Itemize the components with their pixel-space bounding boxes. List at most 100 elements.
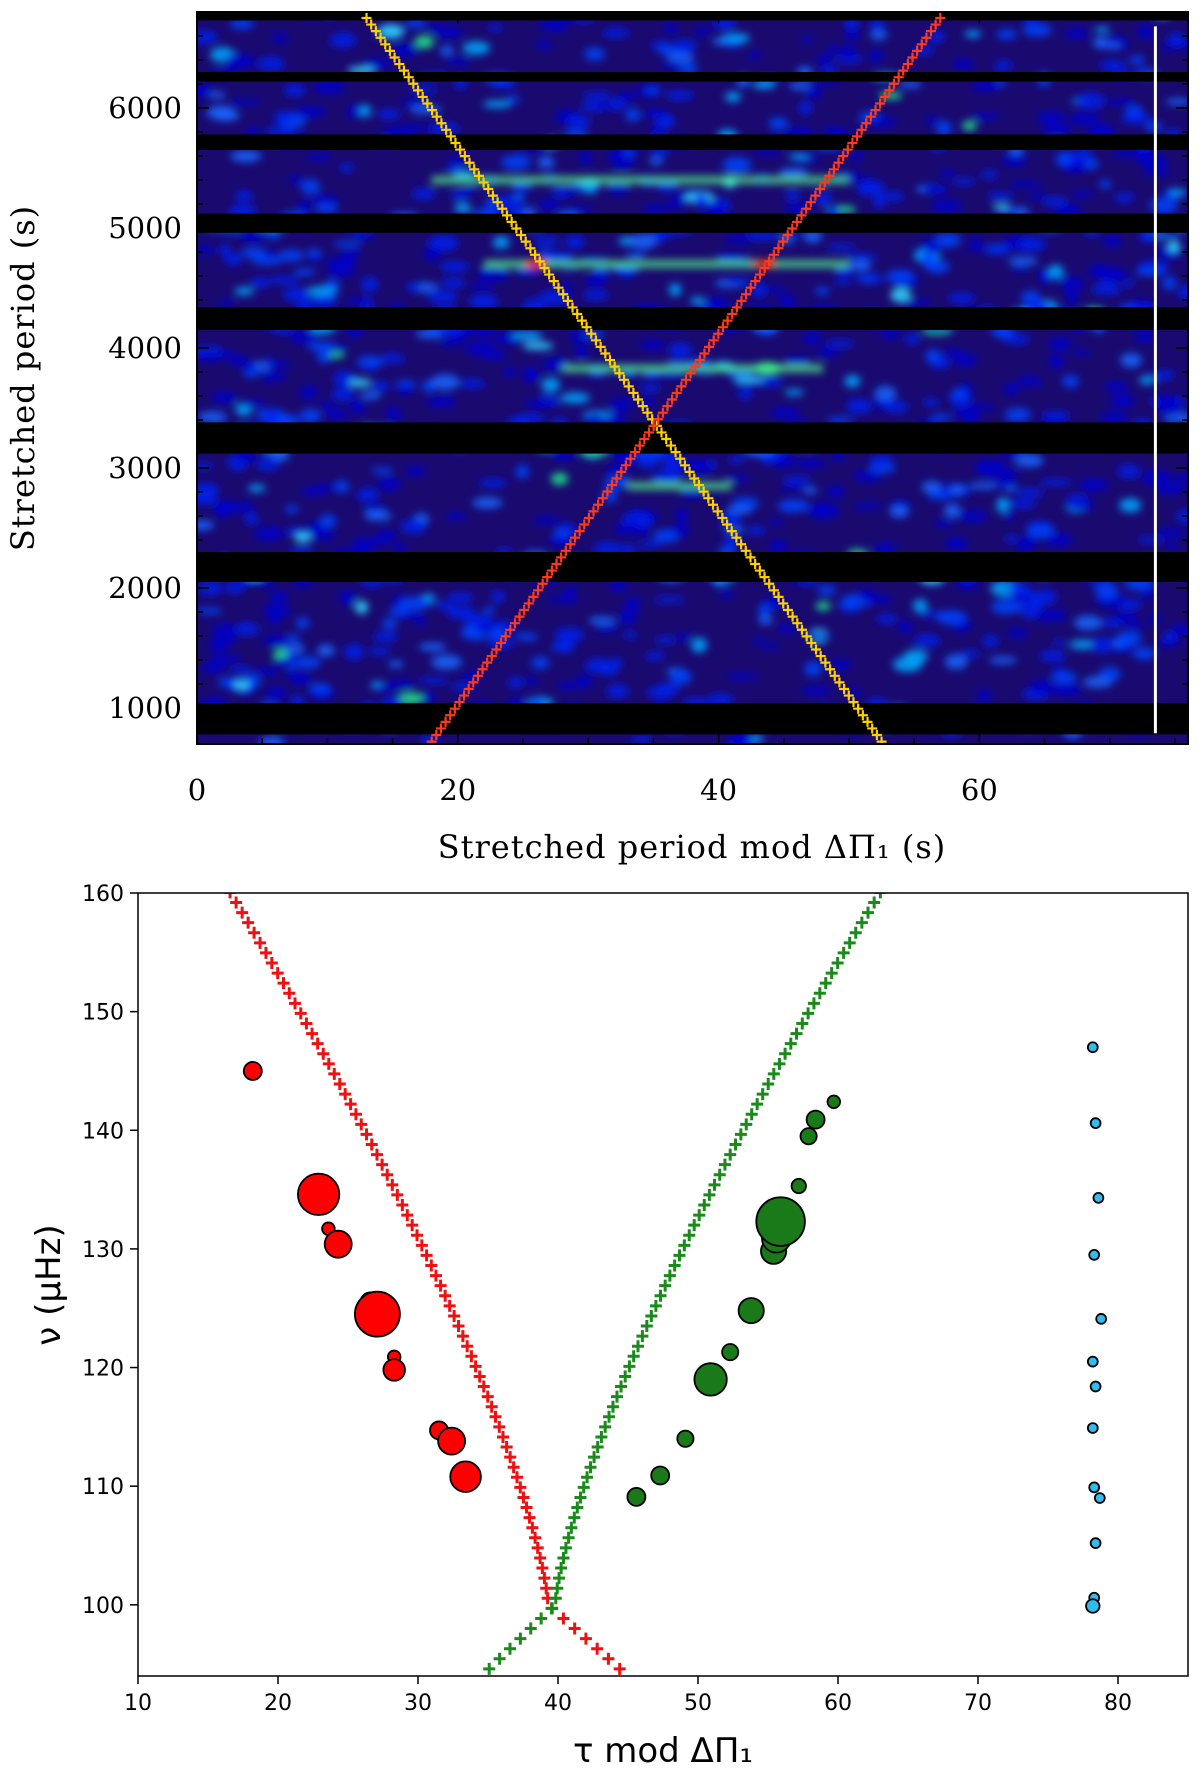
cross-marker	[413, 85, 424, 96]
cross-marker	[616, 466, 627, 477]
power-blob	[300, 179, 321, 195]
power-blob	[360, 390, 382, 400]
power-blob	[384, 407, 402, 421]
cross-marker	[492, 197, 503, 208]
cross-marker	[853, 703, 864, 714]
power-blob	[1132, 647, 1156, 660]
model-cross	[599, 1420, 612, 1433]
cross-marker	[581, 322, 592, 333]
observed-mode-circle	[382, 1358, 406, 1382]
cross-marker	[722, 315, 733, 326]
power-blob	[550, 472, 569, 486]
power-blob	[626, 521, 639, 536]
power-blob	[663, 22, 678, 35]
top-axes: 0 20 40 60 1000 2000 3000 4000 5000 6000	[108, 11, 1188, 807]
power-blob	[1165, 98, 1188, 106]
cross-marker	[889, 78, 900, 89]
power-blob	[1050, 671, 1078, 684]
cross-marker	[811, 644, 822, 655]
power-blob	[307, 341, 337, 352]
power-blob	[625, 107, 641, 122]
model-cross	[271, 967, 284, 980]
gap-band	[197, 72, 1188, 82]
power-blob	[329, 32, 357, 48]
cross-marker	[699, 348, 710, 359]
power-blob	[912, 599, 928, 613]
power-blob	[242, 399, 265, 408]
power-blob	[839, 45, 858, 61]
cross-marker	[726, 526, 737, 537]
power-blob	[1149, 197, 1179, 213]
power-blob	[642, 371, 662, 380]
power-blob	[1027, 192, 1046, 200]
power-blob	[445, 512, 467, 521]
power-blob	[1052, 639, 1066, 646]
power-blob	[944, 503, 961, 518]
cross-marker	[440, 716, 451, 727]
model-cross	[230, 896, 243, 909]
cross-marker	[679, 460, 690, 471]
cross-marker	[609, 361, 620, 372]
power-blob	[1065, 288, 1079, 305]
power-blob	[802, 632, 831, 641]
model-cross	[415, 1239, 428, 1252]
power-blob	[874, 542, 897, 555]
power-blob	[641, 109, 670, 117]
power-blob	[503, 366, 517, 378]
model-cross	[831, 956, 844, 969]
power-blob	[376, 109, 401, 120]
power-blob	[928, 30, 945, 43]
model-cross	[645, 1309, 658, 1322]
power-blob	[1138, 375, 1156, 385]
cross-marker	[500, 631, 511, 642]
power-blob	[237, 501, 255, 513]
model-cross	[553, 1572, 566, 1585]
power-blob	[856, 180, 886, 197]
model-cross	[420, 1249, 433, 1262]
power-blob	[665, 199, 686, 209]
cross-marker	[828, 164, 839, 175]
power-blob	[515, 632, 538, 641]
cross-marker	[653, 414, 664, 425]
power-blob	[617, 453, 637, 468]
power-blob	[602, 28, 630, 38]
power-blob	[288, 331, 319, 344]
model-cross	[540, 1582, 553, 1595]
power-blob	[769, 407, 800, 419]
power-blob	[1153, 395, 1179, 404]
power-blob	[599, 663, 619, 676]
power-blob	[294, 532, 313, 543]
bottom-axes: 10 20 30 40 50 60 70 80 100 110 120 130 140 150 160	[82, 882, 1132, 1716]
cross-marker	[782, 605, 793, 616]
cross-marker	[546, 565, 557, 576]
cross-marker	[848, 697, 859, 708]
power-blob	[314, 203, 338, 213]
power-blob	[408, 86, 439, 94]
power-blob	[293, 268, 316, 276]
power-blob	[596, 625, 620, 633]
power-blob	[531, 656, 550, 670]
power-blob	[971, 79, 1000, 92]
cross-marker	[548, 276, 559, 287]
power-blob	[418, 677, 449, 684]
model-cross	[579, 1632, 592, 1645]
power-blob	[206, 105, 236, 120]
power-blob	[507, 677, 524, 689]
cross-marker	[436, 118, 447, 129]
cross-marker	[792, 618, 803, 629]
power-blob	[614, 523, 629, 536]
power-blob	[1156, 483, 1187, 495]
power-blob	[400, 519, 427, 534]
model-cross	[349, 1108, 362, 1121]
model-cross	[819, 977, 832, 990]
model-cross	[526, 1521, 539, 1534]
power-blob	[798, 101, 812, 115]
model-cross	[545, 1602, 558, 1615]
cross-marker	[623, 381, 634, 392]
power-blob	[454, 202, 472, 214]
cross-marker	[834, 677, 845, 688]
power-blob	[1039, 650, 1066, 662]
model-cross	[632, 1340, 644, 1353]
power-blob	[356, 356, 384, 368]
